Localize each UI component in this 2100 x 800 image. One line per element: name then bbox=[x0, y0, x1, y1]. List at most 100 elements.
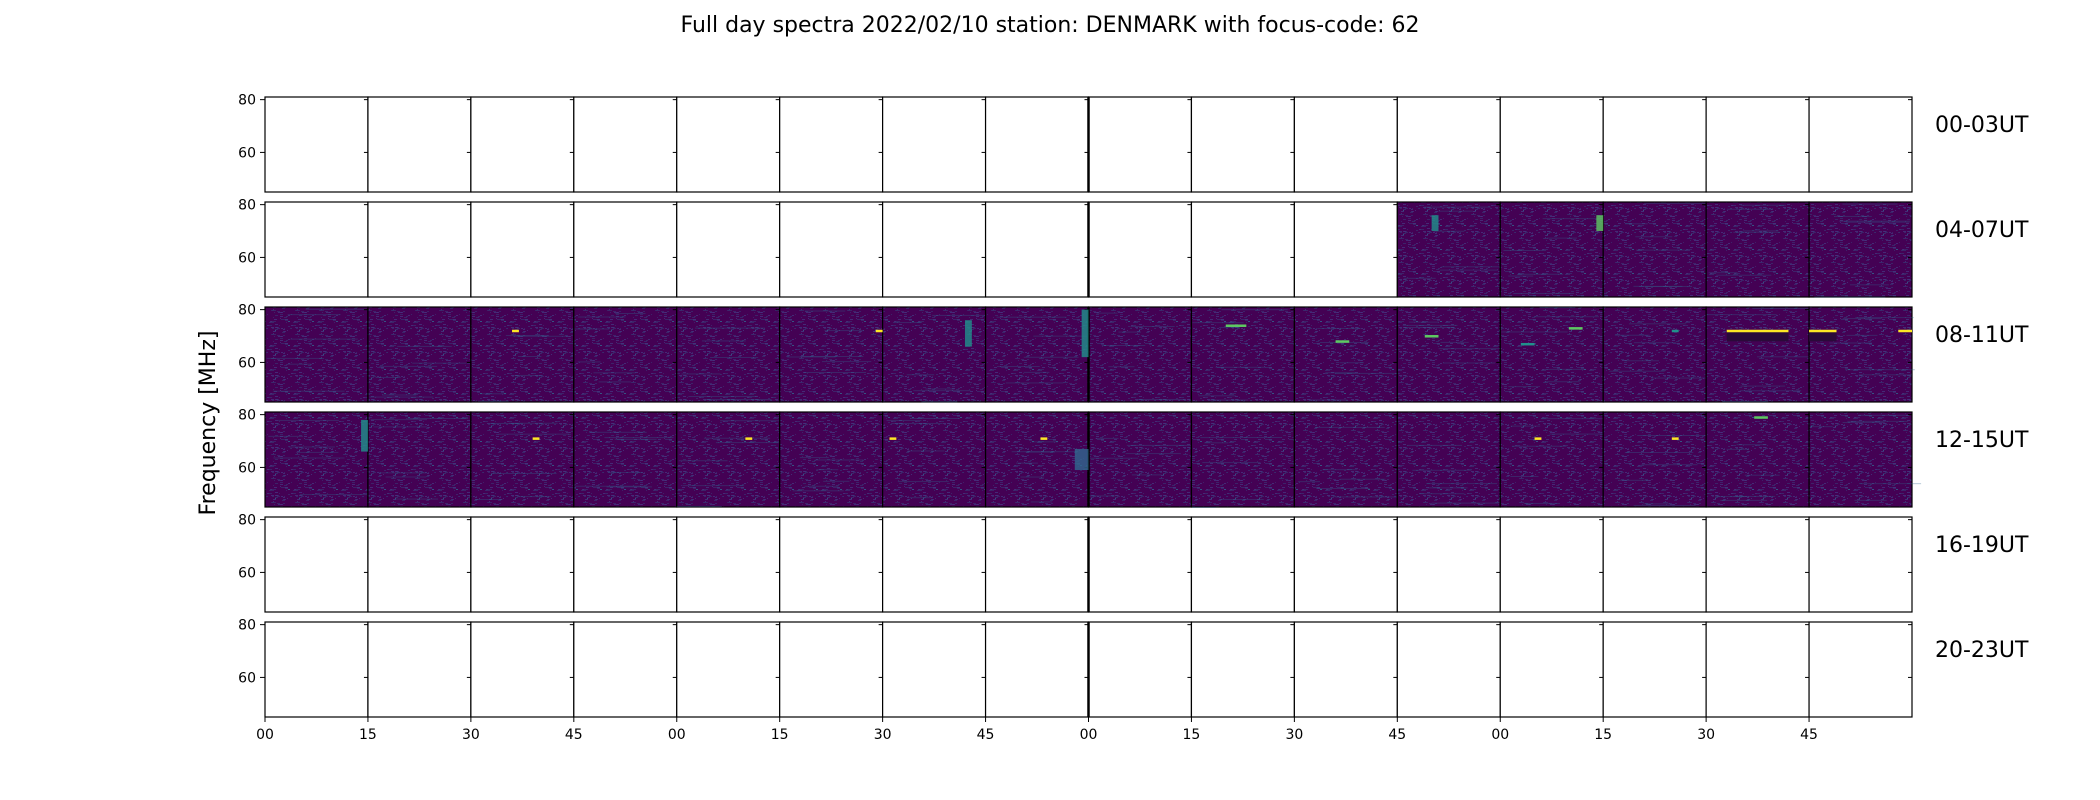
noise-streak bbox=[1736, 444, 1767, 446]
noise-streak bbox=[1005, 382, 1064, 384]
noise-streak bbox=[682, 485, 745, 487]
noise-streak bbox=[1503, 250, 1541, 252]
noise-streak bbox=[1508, 386, 1540, 388]
x-tick-label: 00 bbox=[668, 727, 686, 743]
spectrum-panel-empty bbox=[882, 96, 987, 193]
spectrum-panel-empty bbox=[1808, 621, 1913, 718]
spectrum-panel-empty bbox=[882, 621, 987, 718]
noise-streak bbox=[800, 356, 864, 358]
spectrum-panel-empty bbox=[1602, 621, 1707, 718]
spectrum-panel-data bbox=[1087, 306, 1193, 403]
noise-streak bbox=[266, 357, 322, 359]
noise-streak bbox=[1740, 390, 1802, 392]
noise-streak bbox=[299, 494, 368, 496]
spectrum-panel-data bbox=[573, 411, 678, 508]
noise-streak bbox=[1310, 399, 1348, 401]
spectrum-panel-empty bbox=[1293, 621, 1398, 718]
spectrum-panel-data bbox=[1705, 306, 1810, 403]
spectrum-panel-empty bbox=[984, 621, 1090, 718]
spectrum-panel-data bbox=[1499, 201, 1604, 298]
noise-streak bbox=[296, 451, 339, 453]
noise-streak bbox=[1757, 356, 1828, 358]
noise-streak bbox=[615, 312, 646, 314]
noise-streak bbox=[1726, 448, 1749, 450]
noise-streak bbox=[1546, 237, 1578, 239]
spectrum-panel-data bbox=[1190, 306, 1295, 403]
spectrum-panel-empty bbox=[1396, 516, 1501, 613]
noise-streak bbox=[1860, 483, 1922, 485]
noise-streak bbox=[598, 381, 632, 383]
noise-streak bbox=[1842, 422, 1885, 424]
noise-streak bbox=[397, 345, 452, 347]
noise-streak bbox=[518, 356, 542, 358]
noise-streak bbox=[676, 505, 722, 507]
spectrum-panel-empty bbox=[1808, 516, 1913, 613]
noise-streak bbox=[1513, 293, 1575, 295]
spectral-line bbox=[1424, 335, 1439, 338]
x-tick-label: 45 bbox=[977, 727, 995, 743]
spectrum-panel-empty bbox=[779, 621, 884, 718]
noise-streak bbox=[1643, 503, 1671, 505]
spectrum-panel-data bbox=[264, 306, 369, 403]
noise-streak bbox=[720, 420, 786, 422]
spectrum-panel-data bbox=[1705, 411, 1810, 508]
noise-streak bbox=[1834, 215, 1872, 217]
noise-streak bbox=[290, 338, 358, 340]
noise-streak bbox=[1408, 321, 1439, 323]
x-tick-label: 00 bbox=[1080, 727, 1098, 743]
noise-streak bbox=[394, 498, 439, 500]
noise-streak bbox=[1716, 274, 1772, 276]
noise-streak bbox=[268, 435, 303, 437]
row-label: 00-03UT bbox=[1935, 113, 2029, 138]
spectrum-panel-empty bbox=[1396, 96, 1501, 193]
spectrum-panel-empty bbox=[882, 201, 987, 298]
noise-streak bbox=[1846, 334, 1878, 336]
spectral-line bbox=[532, 437, 540, 440]
spectrum-panel-empty bbox=[573, 201, 678, 298]
spectrum-panel-data bbox=[1293, 306, 1398, 403]
noise-streak bbox=[1402, 324, 1458, 326]
noise-streak bbox=[1427, 487, 1468, 489]
noise-streak bbox=[1200, 437, 1237, 439]
noise-streak bbox=[287, 314, 341, 316]
noise-streak bbox=[1209, 399, 1248, 401]
noise-streak bbox=[1508, 275, 1534, 277]
noise-streak bbox=[474, 498, 503, 500]
noise-streak bbox=[1322, 469, 1358, 471]
noise-streak bbox=[925, 388, 955, 390]
noise-streak bbox=[1204, 442, 1229, 444]
noise-streak bbox=[710, 357, 759, 359]
noise-streak bbox=[1137, 399, 1185, 401]
noise-streak bbox=[1218, 327, 1240, 329]
noise-streak bbox=[412, 362, 467, 364]
spectral-line bbox=[1568, 327, 1583, 330]
noise-streak bbox=[1858, 414, 1910, 416]
noise-streak bbox=[593, 372, 636, 374]
spectrum-panel-empty bbox=[367, 621, 472, 718]
noise-streak bbox=[1651, 377, 1710, 379]
spectrum-panel-empty bbox=[1602, 516, 1707, 613]
spectrum-panel-empty bbox=[1705, 96, 1810, 193]
spectrum-panel-empty bbox=[779, 96, 884, 193]
noise-streak bbox=[804, 485, 839, 487]
spectrum-panel-empty bbox=[367, 201, 472, 298]
spectral-line bbox=[889, 437, 897, 440]
spectrum-panel-data bbox=[1190, 411, 1295, 508]
spectral-line bbox=[1534, 437, 1542, 440]
noise-streak bbox=[514, 375, 541, 377]
noise-streak bbox=[1752, 307, 1815, 309]
noise-streak bbox=[1317, 327, 1361, 329]
noise-streak bbox=[1438, 348, 1503, 350]
noise-streak bbox=[1854, 499, 1887, 501]
spectral-block bbox=[1074, 448, 1089, 471]
noise-streak bbox=[509, 422, 558, 424]
noise-streak bbox=[678, 460, 728, 462]
spectral-line bbox=[1809, 329, 1837, 333]
y-axis-label: Frequency [MHz] bbox=[196, 331, 221, 516]
spectrum-panel-data bbox=[367, 306, 472, 403]
y-tick-label: 80 bbox=[238, 408, 256, 424]
noise-streak bbox=[1125, 453, 1181, 455]
spectrum-panel-empty bbox=[470, 96, 575, 193]
spectral-block bbox=[361, 419, 368, 452]
spectral-line bbox=[1898, 329, 1912, 333]
